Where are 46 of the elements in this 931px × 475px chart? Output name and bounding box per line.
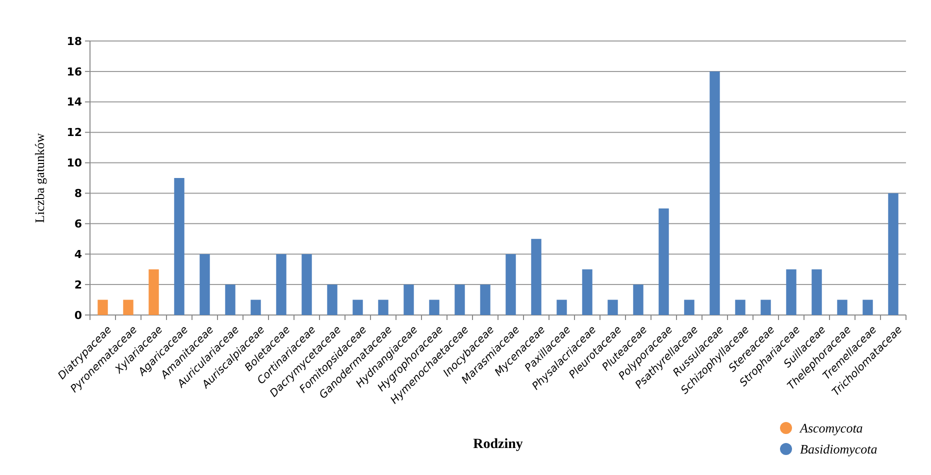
y-tick-label: 4 xyxy=(74,248,82,261)
bar xyxy=(302,254,312,315)
y-tick-label: 2 xyxy=(74,278,82,292)
y-tick-label: 6 xyxy=(74,218,82,231)
bar xyxy=(862,300,873,315)
bar xyxy=(658,208,669,315)
bar xyxy=(506,254,516,315)
bar xyxy=(888,193,898,315)
bar xyxy=(327,284,338,315)
bar xyxy=(98,300,108,315)
bar xyxy=(454,284,465,315)
bar xyxy=(760,300,771,315)
legend-label: Ascomycota xyxy=(799,420,864,436)
bar xyxy=(200,254,210,315)
bar xyxy=(276,254,286,315)
x-axis-title: Rodziny xyxy=(473,437,523,452)
bar xyxy=(582,269,592,315)
bar xyxy=(404,284,414,315)
bar xyxy=(812,269,822,315)
bar xyxy=(480,284,490,315)
bar xyxy=(429,300,440,315)
bar xyxy=(250,300,261,315)
bar xyxy=(148,269,159,315)
bar xyxy=(786,269,796,315)
y-tick-label: 8 xyxy=(74,187,82,200)
y-tick-label: 0 xyxy=(74,308,82,322)
y-tick-label: 12 xyxy=(66,126,82,140)
bar xyxy=(837,300,848,315)
bar xyxy=(352,300,363,315)
bar xyxy=(710,71,720,315)
legend-label: Basidiomycota xyxy=(800,442,878,457)
bar xyxy=(735,300,746,315)
bar xyxy=(684,300,694,315)
bar xyxy=(378,300,388,315)
y-tick-label: 16 xyxy=(66,65,82,78)
bar xyxy=(608,300,618,315)
y-tick-label: 10 xyxy=(66,156,82,170)
y-tick-label: 18 xyxy=(66,34,82,48)
bar xyxy=(633,284,644,315)
bar xyxy=(531,238,542,315)
bar xyxy=(174,178,184,315)
bar xyxy=(225,284,236,315)
y-tick-label: 14 xyxy=(66,96,82,109)
y-axis-title: Liczba gatunków xyxy=(32,132,47,223)
bar xyxy=(123,300,134,315)
bar xyxy=(556,300,567,315)
